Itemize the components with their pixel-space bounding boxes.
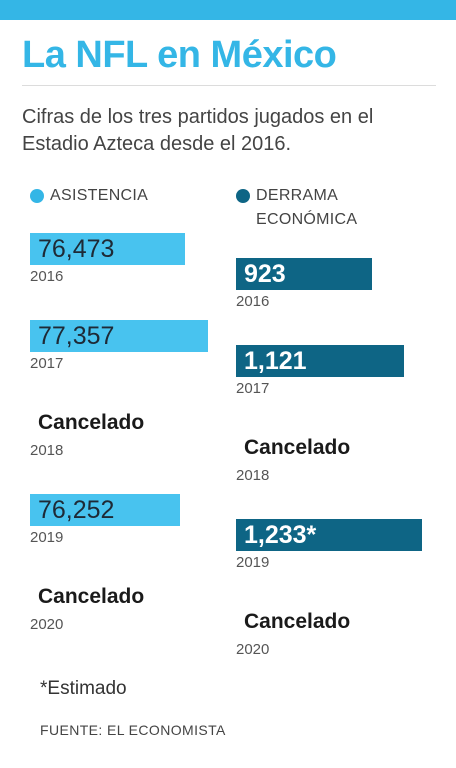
bar-asistencia-2017: 77,357 [30, 320, 208, 352]
cancel-label-derrama-2018: Cancelado [244, 436, 351, 459]
legend-derrama: DERRAMA ECONÓMICA [236, 184, 406, 232]
top-accent-bar [0, 0, 456, 20]
chart-item-1-2018: Cancelado 2018 [236, 432, 350, 485]
bar-derrama-2019: 1,233* [236, 519, 422, 551]
chart-title: La NFL en México [22, 34, 337, 76]
legend-dot-asistencia [30, 189, 44, 203]
bar-derrama-2017: 1,121 [236, 345, 404, 377]
chart-item-1-2016: 923 2016 [236, 258, 372, 311]
year-label-2018: 2018 [30, 442, 64, 459]
chart-item-0-2016: 76,473 2016 [30, 233, 185, 286]
chart-item-0-2020: Cancelado 2020 [30, 581, 144, 634]
bar-asistencia-2016: 76,473 [30, 233, 185, 265]
legend-asistencia: ASISTENCIA [30, 184, 210, 208]
legend-label-derrama: DERRAMA ECONÓMICA [256, 187, 358, 228]
chart-item-0-2018: Cancelado 2018 [30, 407, 144, 460]
bar-asistencia-2019: 76,252 [30, 494, 180, 526]
year-label-2020: 2020 [236, 641, 270, 658]
cancel-label-asistencia-2018: Cancelado [38, 411, 145, 434]
cancel-label-derrama-2020: Cancelado [244, 610, 351, 633]
chart-subtitle: Cifras de los tres partidos jugados en e… [22, 106, 374, 155]
chart-item-0-2017: 77,357 2017 [30, 320, 208, 373]
footnote: *Estimado [40, 678, 127, 699]
bar-derrama-2016: 923 [236, 258, 372, 290]
year-label-2016: 2016 [236, 293, 270, 310]
year-label-2020: 2020 [30, 616, 64, 633]
cancel-label-asistencia-2020: Cancelado [38, 585, 145, 608]
year-label-2016: 2016 [30, 268, 64, 285]
legend-dot-derrama [236, 189, 250, 203]
year-label-2017: 2017 [30, 355, 64, 372]
year-label-2019: 2019 [30, 529, 64, 546]
chart-item-1-2019: 1,233* 2019 [236, 519, 422, 572]
title-divider [22, 85, 436, 86]
chart-item-1-2017: 1,121 2017 [236, 345, 404, 398]
year-label-2018: 2018 [236, 467, 270, 484]
year-label-2017: 2017 [236, 380, 270, 397]
chart-item-0-2019: 76,252 2019 [30, 494, 180, 547]
legend-label-asistencia: ASISTENCIA [50, 187, 149, 204]
year-label-2019: 2019 [236, 554, 270, 571]
chart-item-1-2020: Cancelado 2020 [236, 606, 350, 659]
source-credit: FUENTE: EL ECONOMISTA [40, 722, 226, 738]
